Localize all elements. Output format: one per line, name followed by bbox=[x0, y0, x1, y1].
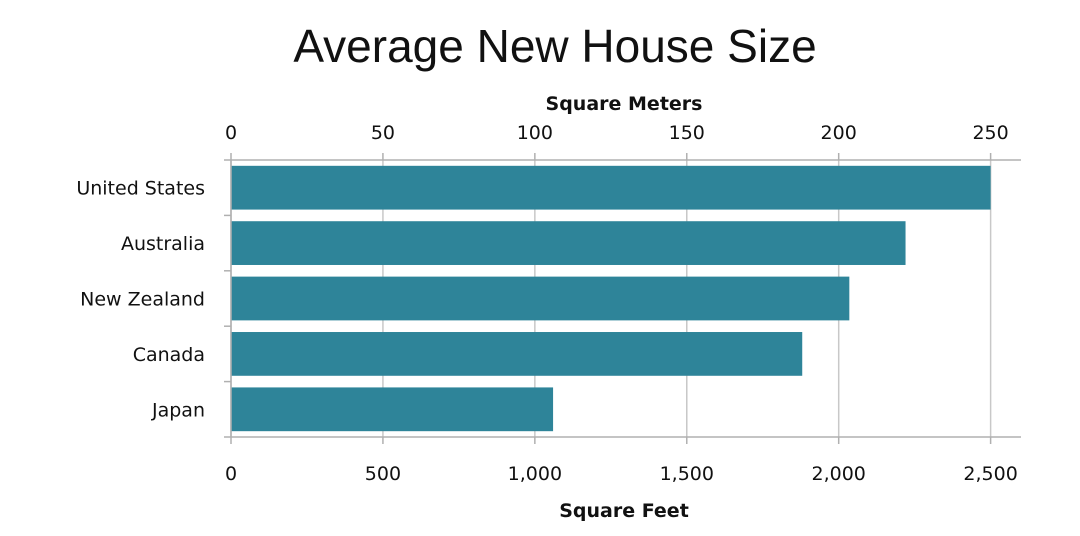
bar bbox=[231, 332, 803, 376]
bar bbox=[231, 276, 850, 321]
top-tick-label: 250 bbox=[972, 122, 1008, 144]
bars bbox=[231, 165, 991, 432]
chart-title: Average New House Size bbox=[293, 20, 816, 72]
category-label: Australia bbox=[121, 233, 205, 255]
bottom-axis-title: Square Feet bbox=[559, 500, 689, 522]
bottom-tick-label: 0 bbox=[225, 463, 237, 485]
bottom-tick-label: 1,000 bbox=[508, 463, 562, 485]
bar bbox=[231, 221, 906, 265]
top-tick-label: 150 bbox=[669, 122, 705, 144]
bottom-tick-label: 1,500 bbox=[660, 463, 714, 485]
bar bbox=[231, 387, 554, 432]
category-label: New Zealand bbox=[80, 289, 205, 311]
top-tick-label: 50 bbox=[371, 122, 395, 144]
bottom-tick-label: 2,500 bbox=[963, 463, 1017, 485]
labels: 0 500 1,000 1,500 2,000 2,500 0 50 100 150 200 250 U… bbox=[76, 122, 1017, 485]
bottom-tick-label: 2,000 bbox=[811, 463, 865, 485]
top-tick-label: 200 bbox=[821, 122, 857, 144]
category-label: Japan bbox=[151, 399, 205, 421]
category-label: United States bbox=[76, 178, 205, 200]
bar bbox=[231, 165, 991, 210]
bottom-tick-label: 500 bbox=[365, 463, 401, 485]
top-tick-label: 100 bbox=[517, 122, 553, 144]
category-label: Canada bbox=[133, 344, 205, 366]
top-axis-title: Square Meters bbox=[546, 93, 703, 115]
axes bbox=[224, 153, 1021, 444]
top-tick-label: 0 bbox=[225, 122, 237, 144]
